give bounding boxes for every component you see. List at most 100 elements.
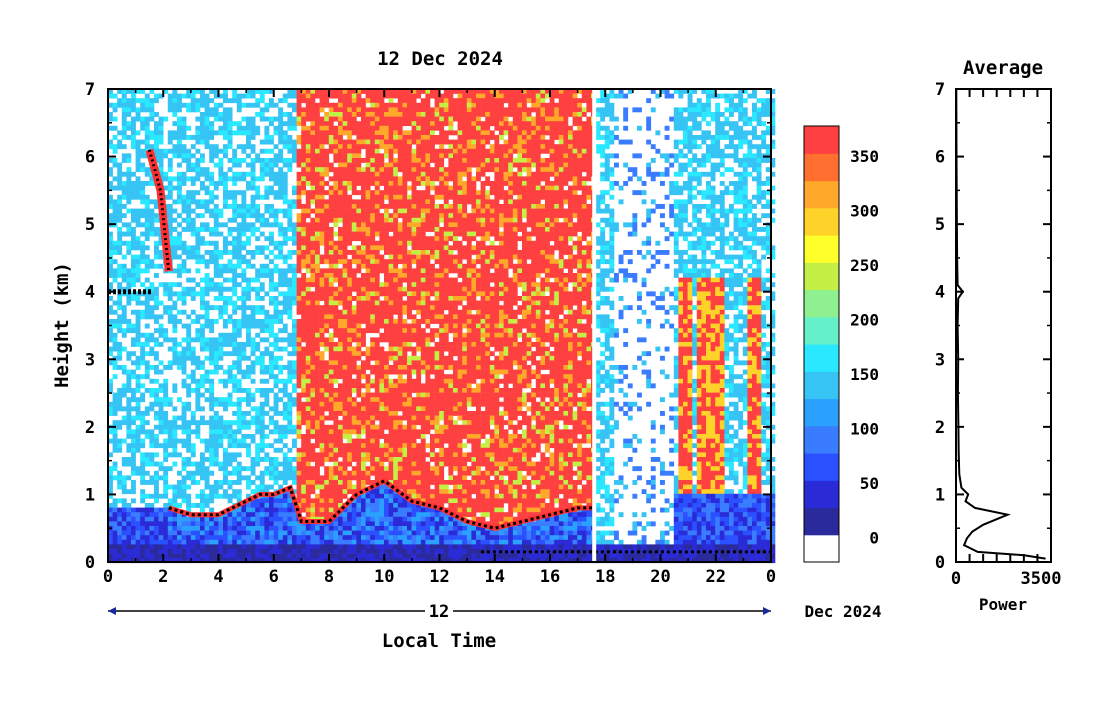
- heatmap-cell: [609, 116, 615, 122]
- heatmap-cell: [209, 208, 215, 214]
- heatmap-cell: [765, 158, 771, 163]
- heatmap-cell: [752, 236, 757, 242]
- heatmap-cell: [411, 93, 417, 99]
- heatmap-cell: [204, 199, 210, 205]
- heatmap-cell: [310, 116, 316, 122]
- heatmap-cell: [581, 217, 587, 223]
- heatmap-cell: [549, 171, 555, 177]
- heatmap-cell: [158, 236, 164, 242]
- heatmap-cell: [503, 263, 509, 269]
- heatmap-cell: [227, 144, 233, 150]
- heatmap-cell: [485, 112, 491, 117]
- heatmap-cell: [618, 89, 624, 94]
- heatmap-cell: [545, 286, 550, 292]
- heatmap-cell: [374, 158, 380, 163]
- heatmap-cell: [747, 204, 753, 209]
- heatmap-cell: [503, 190, 509, 196]
- heatmap-cell: [756, 185, 762, 191]
- heatmap-cell: [655, 204, 661, 209]
- heatmap-cell: [365, 254, 371, 260]
- heatmap-cell: [282, 259, 288, 265]
- heatmap-cell: [466, 162, 472, 168]
- heatmap-cell: [499, 190, 504, 196]
- heatmap-cell: [186, 291, 192, 297]
- heatmap-cell: [540, 291, 546, 297]
- heatmap-cell: [241, 158, 247, 163]
- heatmap-cell: [287, 282, 293, 288]
- heatmap-cell: [365, 162, 371, 168]
- heatmap-cell: [407, 240, 412, 246]
- heatmap-cell: [448, 263, 454, 269]
- heatmap-cell: [517, 254, 523, 260]
- heatmap-cell: [439, 102, 445, 108]
- heatmap-cell: [462, 277, 468, 283]
- heatmap-cell: [200, 139, 205, 145]
- heatmap-cell: [296, 98, 302, 104]
- heatmap-cell: [540, 277, 546, 283]
- heatmap-cell: [701, 158, 707, 163]
- heatmap-cell: [365, 135, 371, 140]
- heatmap-cell: [181, 171, 187, 177]
- heatmap-cell: [701, 190, 707, 196]
- heatmap-cell: [416, 300, 422, 306]
- heatmap-cell: [549, 194, 555, 200]
- heatmap-cell: [411, 231, 417, 237]
- heatmap-cell: [453, 171, 458, 177]
- heatmap-cell: [540, 107, 546, 113]
- heatmap-cell: [503, 162, 509, 168]
- heatmap-cell: [485, 231, 491, 237]
- heatmap-cell: [489, 296, 495, 301]
- heatmap-cell: [476, 300, 481, 306]
- heatmap-cell: [738, 125, 744, 131]
- heatmap-cell: [347, 231, 353, 237]
- heatmap-cell: [535, 112, 541, 117]
- heatmap-cell: [443, 112, 449, 117]
- heatmap-cell: [683, 162, 688, 168]
- heatmap-cell: [715, 236, 721, 242]
- heatmap-cell: [609, 250, 615, 255]
- heatmap-cell: [489, 107, 495, 113]
- heatmap-cell: [604, 153, 610, 159]
- heatmap-cell: [443, 199, 449, 205]
- heatmap-cell: [457, 190, 463, 196]
- heatmap-cell: [600, 125, 606, 131]
- heatmap-cell: [338, 268, 343, 274]
- heatmap-cell: [250, 199, 256, 205]
- heatmap-cell: [581, 227, 587, 232]
- heatmap-cell: [738, 291, 744, 297]
- heatmap-cell: [218, 130, 224, 136]
- heatmap-cell: [292, 236, 297, 242]
- heatmap-cell: [416, 167, 422, 173]
- heatmap-cell: [453, 112, 458, 117]
- heatmap-cell: [508, 213, 514, 219]
- heatmap-cell: [673, 231, 679, 237]
- heatmap-cell: [425, 222, 431, 228]
- heatmap-cell: [466, 194, 472, 200]
- heatmap-cell: [485, 102, 491, 108]
- heatmap-cell: [572, 259, 578, 265]
- heatmap-cell: [269, 250, 274, 255]
- heatmap-cell: [365, 245, 371, 251]
- heatmap-cell: [296, 282, 302, 288]
- heatmap-cell: [227, 116, 233, 122]
- heatmap-cell: [604, 240, 610, 246]
- heatmap-cell: [664, 158, 670, 163]
- heatmap-cell: [177, 148, 182, 154]
- heatmap-cell: [338, 135, 343, 140]
- heatmap-cell: [549, 89, 555, 94]
- heatmap-cell: [117, 194, 123, 200]
- heatmap-cell: [402, 176, 408, 182]
- heatmap-cell: [282, 277, 288, 283]
- heatmap-cell: [397, 277, 403, 283]
- heatmap-cell: [397, 112, 403, 117]
- heatmap-cell: [301, 250, 307, 255]
- heatmap-cell: [742, 130, 748, 136]
- heatmap-cell: [393, 227, 399, 232]
- heatmap-cell: [503, 125, 509, 131]
- heatmap-cell: [535, 171, 541, 177]
- heatmap-cell: [765, 89, 771, 94]
- heatmap-cell: [678, 296, 684, 301]
- heatmap-cell: [121, 98, 127, 104]
- heatmap-cell: [177, 93, 182, 99]
- heatmap-cell: [673, 199, 679, 205]
